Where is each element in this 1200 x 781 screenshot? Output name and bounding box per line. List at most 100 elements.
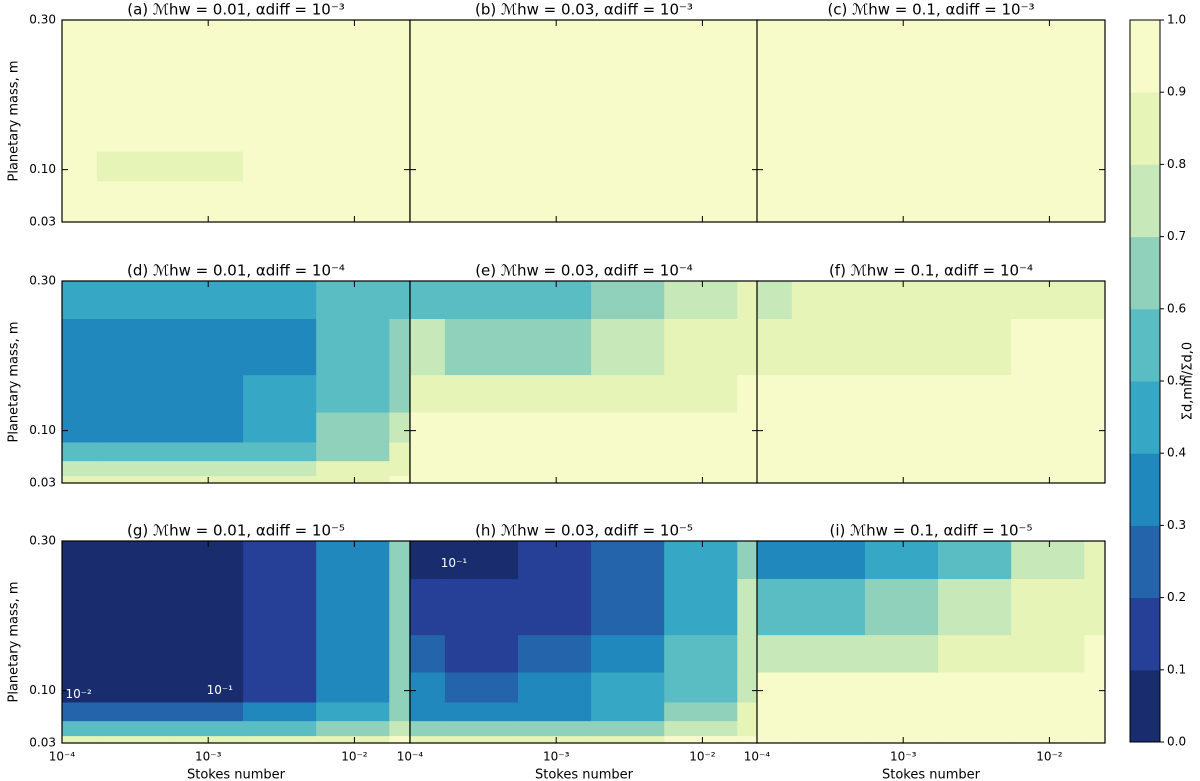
contour-cell [1011,374,1085,413]
contour-cell [1084,634,1106,673]
contour-cell [410,634,446,673]
contour-cell [664,634,738,673]
contour-cell [316,671,390,703]
contour-cell [62,180,98,201]
contour-cell [791,475,866,484]
contour-cell [1084,20,1106,59]
contour-cell [169,460,244,477]
contour-cell [591,735,665,744]
contour-cell [96,281,171,320]
contour-cell [664,214,738,223]
contour-cell [864,318,939,376]
contour-cell [517,281,592,320]
contour-cell [243,671,317,703]
colorbar-segment [1130,308,1160,382]
contour-cell [316,634,390,673]
contour-cell [243,318,317,376]
colorbar-tick-label: 0.7 [1167,229,1186,243]
contour-cell [791,460,866,477]
contour-cell [96,720,171,737]
contour-cell [864,701,939,722]
contour-cell [791,541,866,580]
contour-cell [444,701,519,722]
contour-cell [169,701,244,722]
contour-cell [169,374,244,413]
contour-cell [757,475,793,484]
colorbar-segment [1130,597,1160,671]
colorbar-tick-label: 0.9 [1167,85,1186,99]
contour-cell [243,460,317,477]
contour-cell [757,541,793,580]
colorbar-tick-label: 0.0 [1167,735,1186,749]
contour-cell [410,180,446,201]
contour-cell [316,475,390,484]
contour-cell [389,441,411,462]
y-tick-label: 0.30 [29,274,56,288]
contour-cell [169,318,244,376]
contour-cell [389,475,411,484]
x-tick-label: 10⁻⁴ [49,750,76,764]
contour-cell [791,634,866,673]
contour-cell [864,671,939,703]
contour-cell [410,20,446,59]
contour-cell [96,199,171,216]
panel: (h) ℳhw = 0.03, αdiff = 10⁻⁵ 10⁻⁴ 10⁻³ 10⁻²… [397,522,759,781]
y-tick-label: 0.10 [29,683,56,697]
panel-title: (h) ℳhw = 0.03, αdiff = 10⁻⁵ [475,522,693,540]
contour-cell [737,720,759,737]
contour-cell [444,460,519,477]
contour-cell [664,150,738,182]
panel: (f) ℳhw = 0.1, αdiff = 10⁻⁴ [756,262,1106,484]
contour-cell [517,411,592,443]
contour-cell [444,113,519,152]
x-tick-label: 10⁻⁴ [744,750,771,764]
contour-cell [169,671,244,703]
contour-cell [1084,281,1106,320]
contour-cell [1011,318,1085,376]
contour-cell [169,180,244,201]
contour-cell [1084,180,1106,201]
contour-cell [791,441,866,462]
contour-cell [316,441,390,462]
contour-cell [410,374,446,413]
colorbar-tick-label: 0.4 [1167,446,1186,460]
colorbar-label: Σd,min/Σd,0 [1181,342,1196,420]
contour-cell [389,113,411,152]
contour-cell [591,214,665,223]
contour-cell [591,671,665,703]
contour-cell [664,113,738,152]
y-tick-label: 0.03 [29,215,56,229]
contour-cell [389,701,411,722]
contour-cell [864,113,939,152]
contour-cell [864,541,939,580]
panel-title: (d) ℳhw = 0.01, αdiff = 10⁻⁴ [127,262,345,280]
contour-cell [410,150,446,182]
contour-cell [791,720,866,737]
contour-cell [410,57,446,115]
contour-cell [410,475,446,484]
contour-cell [1011,720,1085,737]
colorbar-tick-label: 1.0 [1167,13,1186,27]
contour-cell [517,20,592,59]
contour-cell [1084,578,1106,636]
contour-cell [517,374,592,413]
colorbar-segment [1130,381,1160,454]
contour-cell [791,411,866,443]
contour-cell [444,199,519,216]
contour-cell [410,441,446,462]
contour-cell [1011,150,1085,182]
contour-cell [243,150,317,182]
contour-cell [62,199,98,216]
contour-cell [1084,671,1106,703]
panel-title: (g) ℳhw = 0.01, αdiff = 10⁻⁵ [127,522,345,540]
contour-cell [737,475,759,484]
contour-label: 10⁻¹ [207,683,234,697]
contour-cell [444,150,519,182]
x-tick-label: 10⁻² [341,750,368,764]
contour-cell [243,735,317,744]
contour-cell [757,578,793,636]
contour-cell [1011,475,1085,484]
contour-cell [1011,281,1085,320]
contour-cell [938,441,1012,462]
colorbar-segment [1130,92,1160,165]
